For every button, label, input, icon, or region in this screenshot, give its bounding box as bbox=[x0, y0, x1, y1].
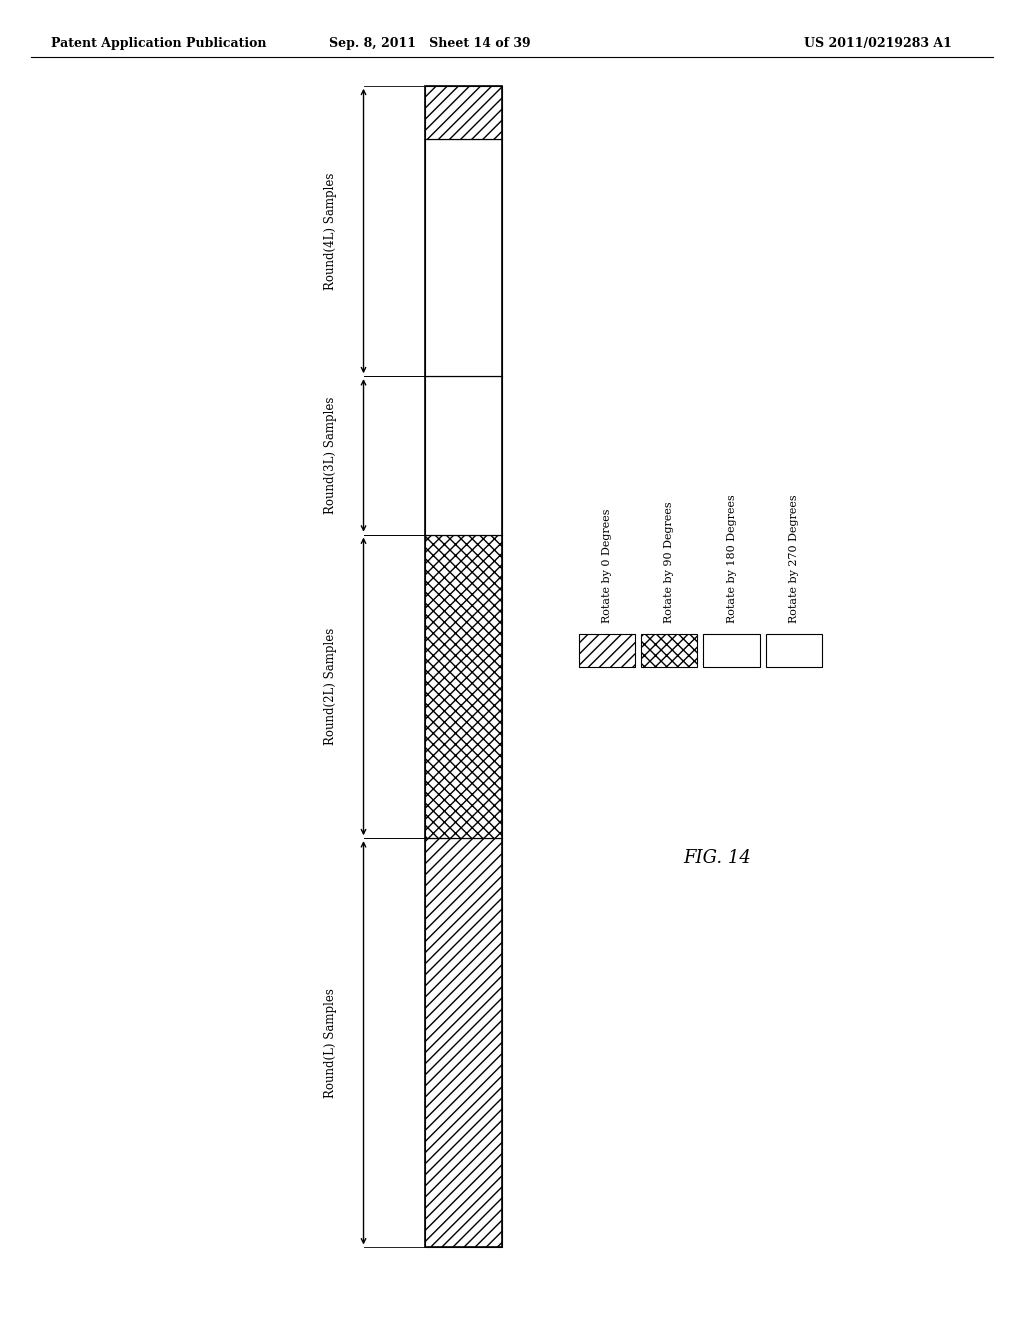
Text: Round(2L) Samples: Round(2L) Samples bbox=[325, 628, 337, 744]
Text: Rotate by 180 Degrees: Rotate by 180 Degrees bbox=[727, 494, 736, 623]
Bar bbox=[425, 376, 502, 535]
Text: Rotate by 90 Degrees: Rotate by 90 Degrees bbox=[665, 502, 674, 623]
Text: FIG. 14: FIG. 14 bbox=[683, 849, 751, 867]
Bar bbox=[579, 634, 635, 667]
Text: Round(4L) Samples: Round(4L) Samples bbox=[325, 173, 337, 289]
Text: Rotate by 0 Degrees: Rotate by 0 Degrees bbox=[602, 508, 611, 623]
Text: Sep. 8, 2011   Sheet 14 of 39: Sep. 8, 2011 Sheet 14 of 39 bbox=[330, 37, 530, 50]
Bar bbox=[425, 139, 502, 376]
Text: Round(L) Samples: Round(L) Samples bbox=[325, 987, 337, 1098]
Bar bbox=[425, 86, 502, 139]
Bar bbox=[425, 838, 502, 1247]
Text: Patent Application Publication: Patent Application Publication bbox=[51, 37, 266, 50]
Bar bbox=[703, 634, 760, 667]
Text: Round(3L) Samples: Round(3L) Samples bbox=[325, 397, 337, 513]
Bar bbox=[425, 535, 502, 838]
Bar bbox=[425, 86, 502, 1247]
Text: US 2011/0219283 A1: US 2011/0219283 A1 bbox=[805, 37, 952, 50]
Bar bbox=[641, 634, 697, 667]
Bar bbox=[766, 634, 822, 667]
Text: Rotate by 270 Degrees: Rotate by 270 Degrees bbox=[790, 495, 799, 623]
